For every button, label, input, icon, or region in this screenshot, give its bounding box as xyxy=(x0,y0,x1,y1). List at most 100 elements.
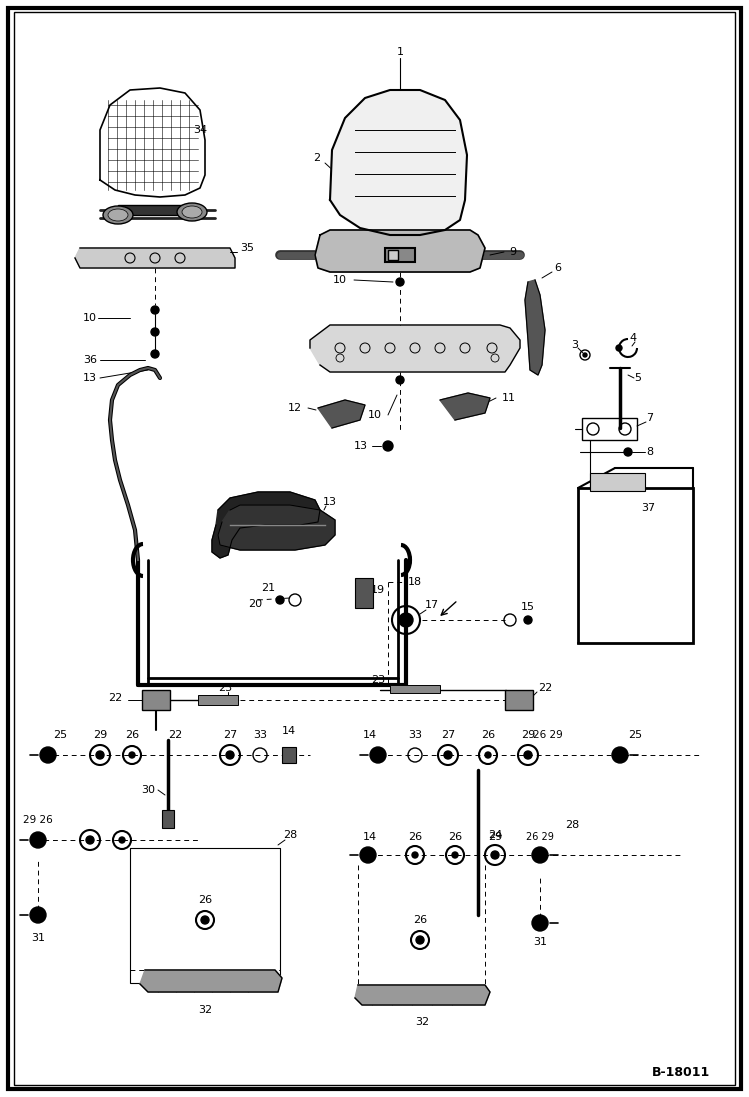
Ellipse shape xyxy=(108,210,128,220)
Text: 13: 13 xyxy=(323,497,337,507)
Circle shape xyxy=(532,847,548,863)
Text: 29: 29 xyxy=(93,730,107,740)
Text: 26 29: 26 29 xyxy=(533,730,563,740)
Circle shape xyxy=(452,852,458,858)
Text: 1: 1 xyxy=(396,47,404,57)
Circle shape xyxy=(399,613,413,627)
Polygon shape xyxy=(318,400,365,428)
Circle shape xyxy=(383,441,393,451)
Circle shape xyxy=(524,617,532,624)
Text: 29 26: 29 26 xyxy=(23,815,53,825)
Bar xyxy=(282,747,296,764)
Text: 21: 21 xyxy=(261,583,275,593)
Bar xyxy=(355,578,373,608)
Polygon shape xyxy=(525,280,545,375)
Text: B-18011: B-18011 xyxy=(652,1065,710,1078)
Circle shape xyxy=(616,344,622,351)
Text: 24: 24 xyxy=(488,830,502,840)
Circle shape xyxy=(151,306,159,314)
Bar xyxy=(590,473,645,491)
Text: 7: 7 xyxy=(646,412,654,423)
Text: 10: 10 xyxy=(333,275,347,285)
Circle shape xyxy=(444,751,452,759)
Text: 33: 33 xyxy=(253,730,267,740)
Polygon shape xyxy=(440,393,490,420)
Circle shape xyxy=(524,751,532,759)
Text: 12: 12 xyxy=(288,403,302,412)
Polygon shape xyxy=(310,325,520,372)
Circle shape xyxy=(412,852,418,858)
Text: 26: 26 xyxy=(448,832,462,842)
Polygon shape xyxy=(218,505,335,550)
Text: 22: 22 xyxy=(538,683,552,693)
Text: 14: 14 xyxy=(363,730,377,740)
Text: 14: 14 xyxy=(363,832,377,842)
Text: 8: 8 xyxy=(646,446,654,457)
Text: 31: 31 xyxy=(533,937,547,947)
Bar xyxy=(578,488,693,643)
Bar xyxy=(130,848,280,983)
Text: 37: 37 xyxy=(641,504,655,513)
Ellipse shape xyxy=(103,206,133,224)
Text: 17: 17 xyxy=(425,600,439,610)
Circle shape xyxy=(276,596,284,604)
Bar xyxy=(390,685,440,693)
Circle shape xyxy=(201,916,209,924)
Text: 33: 33 xyxy=(408,730,422,740)
Circle shape xyxy=(491,851,499,859)
Circle shape xyxy=(30,832,46,848)
Circle shape xyxy=(396,376,404,384)
Text: 32: 32 xyxy=(198,1005,212,1015)
Text: 25: 25 xyxy=(628,730,642,740)
Circle shape xyxy=(370,747,386,764)
Text: 22: 22 xyxy=(108,693,122,703)
Text: 25: 25 xyxy=(53,730,67,740)
Text: 35: 35 xyxy=(240,244,254,253)
Circle shape xyxy=(532,915,548,931)
Circle shape xyxy=(624,448,632,456)
Text: 13: 13 xyxy=(83,373,97,383)
Bar xyxy=(118,205,192,215)
Text: 31: 31 xyxy=(31,934,45,943)
Text: 18: 18 xyxy=(408,577,422,587)
Bar xyxy=(582,418,637,440)
Polygon shape xyxy=(75,248,235,268)
Text: 28: 28 xyxy=(283,830,297,840)
Text: 13: 13 xyxy=(354,441,368,451)
Text: 5: 5 xyxy=(634,373,641,383)
Text: 14: 14 xyxy=(583,495,597,505)
Text: 26: 26 xyxy=(125,730,139,740)
Text: 6: 6 xyxy=(554,263,562,273)
Bar xyxy=(385,248,415,262)
Text: 9: 9 xyxy=(509,247,517,257)
Circle shape xyxy=(485,753,491,758)
Text: 34: 34 xyxy=(193,125,207,135)
Text: 26: 26 xyxy=(198,895,212,905)
Circle shape xyxy=(151,350,159,358)
Bar xyxy=(162,810,174,828)
Polygon shape xyxy=(355,985,490,1005)
Bar xyxy=(198,695,238,705)
Text: 3: 3 xyxy=(571,340,578,350)
Text: 29: 29 xyxy=(521,730,535,740)
Ellipse shape xyxy=(182,206,202,218)
Bar xyxy=(505,690,533,710)
Circle shape xyxy=(396,278,404,286)
Circle shape xyxy=(119,837,125,842)
Text: 22: 22 xyxy=(168,730,182,740)
Text: 2: 2 xyxy=(313,152,320,163)
Text: 23: 23 xyxy=(218,683,232,693)
Polygon shape xyxy=(315,230,485,272)
Text: 4: 4 xyxy=(629,333,637,343)
Text: 30: 30 xyxy=(141,785,155,795)
Text: 15: 15 xyxy=(521,602,535,612)
Text: 26 29: 26 29 xyxy=(526,832,554,842)
Text: 19: 19 xyxy=(371,585,385,595)
Bar xyxy=(388,250,398,260)
Text: 23: 23 xyxy=(371,675,385,685)
Text: 10: 10 xyxy=(368,410,382,420)
Circle shape xyxy=(96,751,104,759)
Polygon shape xyxy=(330,90,467,235)
Circle shape xyxy=(416,936,424,945)
Text: 36: 36 xyxy=(83,355,97,365)
